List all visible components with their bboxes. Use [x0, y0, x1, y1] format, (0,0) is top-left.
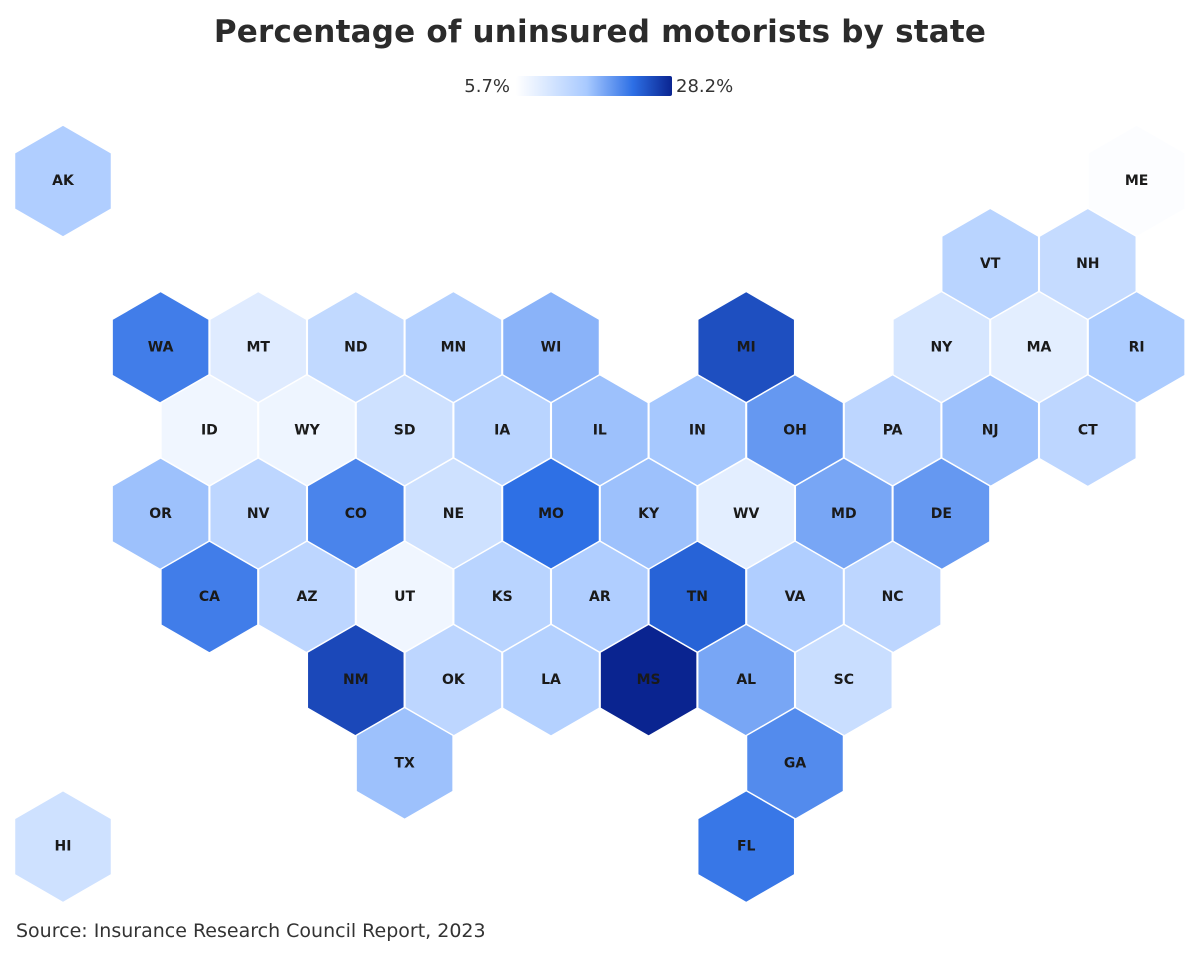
legend-gradient-bar [516, 76, 672, 96]
state-label-hi: HI [55, 839, 72, 855]
state-label-ar: AR [589, 589, 611, 605]
state-label-fl: FL [737, 839, 756, 855]
state-label-tn: TN [687, 589, 708, 605]
state-label-ca: CA [199, 589, 220, 605]
state-tile-wi: WI [501, 290, 601, 405]
state-label-mi: MI [737, 339, 756, 355]
state-hex-ct [1038, 373, 1138, 488]
state-label-wa: WA [148, 339, 174, 355]
state-label-pa: PA [883, 423, 903, 439]
state-tile-co: CO [306, 456, 406, 571]
state-label-ma: MA [1027, 339, 1052, 355]
state-label-mo: MO [538, 506, 564, 522]
state-label-vt: VT [980, 256, 1001, 272]
state-label-md: MD [831, 506, 857, 522]
state-label-wv: WV [733, 506, 759, 522]
state-label-nj: NJ [982, 423, 999, 439]
state-label-ak: AK [52, 173, 75, 189]
state-label-id: ID [201, 423, 218, 439]
state-label-ne: NE [443, 506, 464, 522]
state-label-sd: SD [394, 423, 416, 439]
state-tile-ms: MS [599, 623, 698, 738]
state-label-de: DE [931, 506, 952, 522]
state-label-wy: WY [294, 423, 320, 439]
legend-min-label: 5.7% [464, 76, 510, 97]
state-label-nh: NH [1076, 256, 1099, 272]
source-note: Source: Insurance Research Council Repor… [16, 920, 486, 942]
state-tile-tx: TX [355, 706, 454, 821]
state-label-mt: MT [246, 339, 270, 355]
state-label-me: ME [1125, 173, 1149, 189]
legend-max-label: 28.2% [676, 76, 734, 97]
chart-title: Percentage of uninsured motorists by sta… [213, 14, 987, 50]
state-label-il: IL [593, 423, 607, 439]
state-hex-tx [355, 706, 454, 821]
state-hex-fl [696, 789, 796, 904]
state-label-ut: UT [394, 589, 415, 605]
state-label-ky: KY [638, 506, 660, 522]
color-legend: 5.7% 28.2% [0, 74, 1200, 100]
state-tile-sc: SC [794, 623, 894, 738]
state-tile-ca: CA [160, 540, 259, 654]
state-label-ms: MS [637, 672, 661, 688]
state-tile-fl: FL [696, 789, 796, 904]
state-label-mn: MN [441, 339, 467, 355]
state-label-or: OR [149, 506, 172, 522]
state-label-ia: IA [494, 423, 510, 439]
state-label-ga: GA [784, 755, 806, 771]
state-label-al: AL [736, 672, 756, 688]
state-label-co: CO [345, 506, 367, 522]
state-label-in: IN [689, 423, 706, 439]
state-label-ok: OK [442, 672, 466, 688]
state-tile-hi: HI [13, 789, 113, 904]
state-label-nd: ND [344, 339, 367, 355]
state-tile-de: DE [892, 456, 991, 571]
state-label-wi: WI [541, 339, 562, 355]
state-label-tx: TX [394, 755, 415, 771]
state-label-nm: NM [343, 672, 369, 688]
state-label-la: LA [541, 672, 561, 688]
state-label-nv: NV [247, 506, 270, 522]
state-label-ct: CT [1078, 423, 1098, 439]
state-hex-hi [13, 789, 113, 904]
state-label-az: AZ [297, 589, 318, 605]
state-label-va: VA [785, 589, 806, 605]
state-label-nc: NC [882, 589, 904, 605]
state-label-ks: KS [492, 589, 513, 605]
state-tile-wa: WA [111, 290, 210, 405]
state-hex-ak [13, 124, 113, 238]
state-tile-ak: AK [13, 124, 113, 238]
state-label-ny: NY [930, 339, 953, 355]
state-label-ri: RI [1129, 339, 1145, 355]
state-tile-ct: CT [1038, 373, 1138, 488]
state-label-oh: OH [783, 423, 807, 439]
state-label-sc: SC [834, 672, 854, 688]
